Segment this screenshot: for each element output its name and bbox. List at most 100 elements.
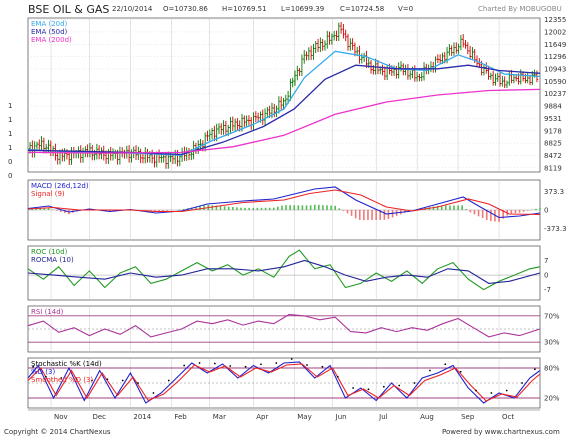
stochastic-k-point (106, 378, 109, 381)
rsi-tick-label: 30% (544, 339, 560, 347)
price-tick-label: 10590 (544, 78, 566, 86)
macd-tick-label: 0 (544, 207, 548, 215)
series-line-signal-9 (27, 189, 541, 216)
x-tick-label: Jun (335, 413, 347, 421)
price-tick-label: 8472 (544, 152, 562, 160)
stochastic-k-point (398, 384, 401, 387)
x-tick-label: Sep (461, 413, 475, 421)
stochastic-k-point (306, 364, 308, 366)
series-line-rsi-14d (27, 313, 541, 338)
series-line-roc-10d (27, 249, 541, 291)
stochastic-k-point (121, 379, 124, 382)
x-tick-label: Nov (54, 413, 68, 421)
legend-macd-26d-12d: MACD (26d,12d) (31, 182, 89, 190)
stochastic-k-point (198, 362, 201, 364)
x-axis: Nov Dec 2014 Feb Mar Apr May Jun Jul Aug Sep Oct (28, 409, 540, 421)
x-tick-label: Apr (256, 413, 268, 421)
price-left-tick-label: 1 (8, 116, 12, 124)
stochastic-k-point (183, 364, 186, 367)
legend-rocma-10: ROCMA (10) (31, 256, 74, 264)
price-tick-label: 9884 (544, 103, 562, 111)
series-line-ema-200d (27, 88, 541, 154)
rsi-tick-label: 70% (544, 312, 560, 320)
price-tick-label: 8825 (544, 140, 562, 148)
header-volume: V=0 (398, 5, 413, 13)
stochastic-tick-label: 20% (544, 395, 560, 403)
legend-roc-10d: ROC (10d) (31, 248, 68, 256)
legend-d-3: %D (3) (31, 368, 55, 376)
header-low: L=10699.39 (281, 5, 324, 13)
powered-by-text: Powered by www.chartnexus.com (442, 428, 560, 436)
legend-ema-20d: EMA (20d) (31, 20, 68, 28)
price-tick-label: 11649 (544, 41, 566, 49)
x-tick-label: 2014 (133, 413, 151, 421)
macd-tick-label: -373.3 (544, 225, 567, 233)
price-tick-label: 9531 (544, 115, 562, 123)
header-high: H=10769.51 (222, 5, 267, 13)
stochastic-k-point (91, 379, 93, 382)
stochastic-k-point (521, 382, 523, 384)
header-date: 22/10/2014 (112, 5, 153, 13)
header-open: O=10730.86 (163, 5, 208, 13)
legend-ema-50d: EMA (50d) (31, 28, 68, 36)
stochastic-k-point (321, 365, 324, 368)
x-tick-label: Feb (174, 413, 187, 421)
stochastic-k-point (45, 375, 47, 378)
stochastic-tick-label: 80% (544, 365, 560, 373)
stochastic-k-point (75, 378, 78, 381)
macd-panel: 373.3 0 -373.3 MACD (26d,12d)Signal (9) (27, 179, 567, 241)
price-tick-label: 8119 (544, 164, 562, 172)
price-left-tick-label: 0 (8, 158, 12, 166)
stochastic-k-point (352, 387, 355, 389)
x-tick-label: Aug (420, 413, 434, 421)
stochastic-k-point (32, 365, 35, 368)
series-line-smoothed-d-3 (27, 363, 541, 402)
stochastic-k-point (413, 382, 416, 384)
price-left-tick-label: 0 (8, 172, 12, 180)
series-line-ema-20d (27, 50, 541, 156)
stochastic-k-point (444, 363, 447, 366)
stochastic-k-point (244, 365, 247, 368)
x-tick-label: Jul (378, 413, 388, 421)
x-tick-label: Mar (213, 413, 226, 421)
rsi-panel: 70% 30% RSI (14d) (27, 305, 560, 353)
x-tick-label: Oct (502, 413, 514, 421)
macd-tick-label: 373.3 (544, 188, 564, 196)
price-tick-label: 12355 (544, 16, 566, 24)
series-line-d-3 (27, 361, 541, 404)
stochastic-k-point (336, 375, 339, 378)
stochastic-k-point (490, 392, 493, 394)
stochastic-k-point (167, 379, 170, 382)
legend-stochastic-k-14d: Stochastic %K (14d) (31, 360, 102, 368)
symbol-title: BSE OIL & GAS (28, 3, 109, 16)
price-tick-label: 12002 (544, 28, 566, 36)
legend-smoothed-d-3: Smoothed %D (3) (31, 376, 93, 384)
stochastic-k-point (382, 385, 385, 388)
stochastic-k-point (60, 377, 63, 379)
roc-tick-label: -7 (544, 286, 551, 294)
price-left-tick-label: 1 (8, 130, 12, 138)
price-left-tick-label: 1 (8, 102, 12, 110)
legend-signal-9: Signal (9) (31, 190, 65, 198)
price-tick-label: 10943 (544, 65, 566, 73)
stochastic-k-point (152, 392, 155, 394)
stochastic-k-point (429, 369, 431, 372)
roc-frame (27, 245, 541, 301)
stochastic-k-point (213, 362, 216, 365)
roc-tick-label: 0 (544, 272, 548, 280)
stochastic-k-point (275, 362, 278, 364)
price-panel: 12355 12002 11649 11296 10943 10590 10237 9884 9… (8, 16, 567, 180)
price-tick-label: 9178 (544, 127, 562, 135)
stochastic-panel: 80% 20% Stochastic %K (14d)%D (3)Smoothed … (27, 357, 560, 409)
stochastic-k-point (260, 363, 262, 366)
stochastic-k-point (290, 358, 293, 360)
stochastic-k-point (533, 368, 536, 371)
roc-tick-label: 7 (544, 257, 548, 265)
legend-ema-200d: EMA (200d) (31, 36, 72, 44)
price-tick-label: 10237 (544, 90, 566, 98)
roc-panel: 7 0 -7 ROC (10d)ROCMA (10) (27, 245, 551, 301)
legend-rsi-14d: RSI (14d) (31, 308, 64, 316)
stochastic-k-point (459, 370, 462, 373)
series-line-rocma-10 (27, 259, 541, 284)
